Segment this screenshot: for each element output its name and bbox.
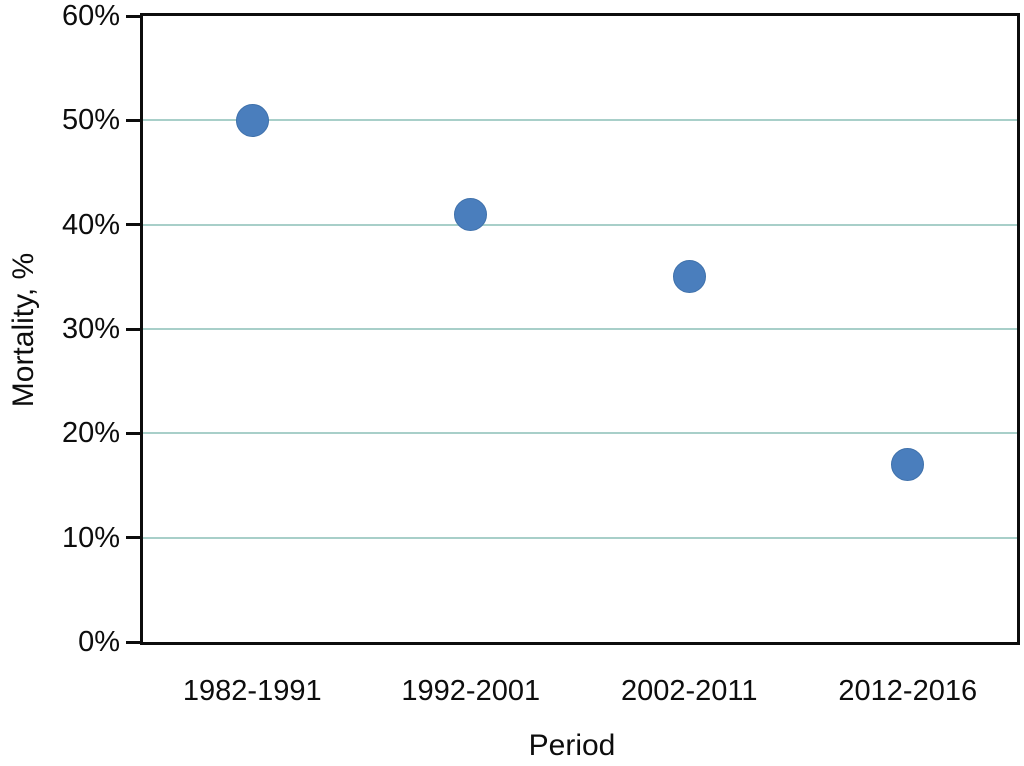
y-axis-tick (126, 536, 140, 540)
gridline (143, 223, 1017, 226)
x-tick-label: 1982-1991 (182, 675, 322, 707)
gridline (143, 119, 1017, 122)
data-point (235, 103, 269, 137)
y-axis-tick (126, 118, 140, 122)
y-tick-label: 20% (61, 417, 120, 450)
x-tick-label: 1992-2001 (401, 675, 541, 707)
y-axis-tick (126, 640, 140, 644)
y-axis-tick (126, 327, 140, 331)
gridline (143, 432, 1017, 435)
y-axis-tick (126, 14, 140, 18)
y-tick-label: 30% (61, 313, 120, 345)
data-point (672, 260, 706, 294)
x-tick-label: 2002-2011 (620, 675, 758, 707)
data-point (891, 448, 925, 482)
y-axis-tick (126, 223, 140, 227)
x-tick-label: 2012-2016 (838, 675, 978, 707)
y-tick-label: 40% (61, 208, 120, 241)
y-axis-tick (126, 431, 140, 435)
y-tick-label: 10% (61, 521, 120, 554)
gridline (143, 536, 1017, 539)
data-point (454, 197, 488, 231)
gridline (143, 328, 1017, 330)
x-axis-title: Period (528, 729, 616, 762)
plot-area (140, 13, 1020, 645)
y-tick-label: 50% (61, 104, 120, 137)
y-tick-label: 60% (61, 0, 120, 32)
y-tick-label: 0% (78, 626, 120, 658)
